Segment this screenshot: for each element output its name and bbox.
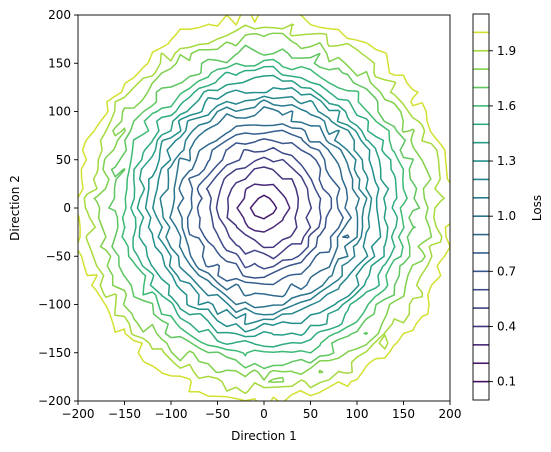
x-tick-label: 200 <box>439 407 462 421</box>
y-tick-label: −200 <box>38 394 71 408</box>
y-tick-label: 150 <box>48 56 71 70</box>
colorbar-tick-label: 1.6 <box>497 99 516 113</box>
contour-line-0.5 <box>215 156 313 260</box>
contour-line-0.6 <box>205 146 322 270</box>
colorbar-frame <box>472 13 490 401</box>
contour-line-1.5 <box>130 65 399 348</box>
contour-line-0.4 <box>226 166 300 249</box>
y-axis: −200 −150 −100 −50 0 50 100 150 200 <box>38 8 78 408</box>
contour-line-1.2 <box>152 95 373 326</box>
colorbar-tick-label: 0.7 <box>497 264 516 278</box>
x-tick-label: 0 <box>260 407 268 421</box>
contour-line-1.0 <box>169 106 360 309</box>
x-tick-label: 150 <box>392 407 415 421</box>
contour-line-1.3 <box>144 86 382 333</box>
y-tick-label: 200 <box>48 8 71 22</box>
colorbar-tick-label: 1.9 <box>497 44 516 58</box>
contour-line-1.7 <box>108 44 421 370</box>
y-tick-label: 50 <box>56 153 71 167</box>
contour-line-0.2 <box>249 194 278 220</box>
plot-frame <box>77 14 451 402</box>
x-axis: −200 −150 −100 −50 0 50 100 150 200 <box>62 401 462 421</box>
x-axis-label: Direction 1 <box>231 429 297 443</box>
y-axis-label: Direction 2 <box>8 175 22 241</box>
contour-line-1.8 <box>93 32 433 383</box>
x-tick-label: −200 <box>62 407 95 421</box>
x-tick-label: 100 <box>346 407 369 421</box>
colorbar: 0.1 0.4 0.7 1.0 1.3 1.6 1.9 <box>472 13 516 401</box>
y-tick-label: 100 <box>48 105 71 119</box>
y-tick-label: −150 <box>38 346 71 360</box>
contour-line-1.9 <box>83 23 445 395</box>
y-tick-label: −50 <box>46 249 71 263</box>
x-tick-label: 50 <box>303 407 318 421</box>
colorbar-tick-label: 1.0 <box>497 209 516 223</box>
x-tick-label: −50 <box>205 407 230 421</box>
x-tick-label: −100 <box>155 407 188 421</box>
colorbar-tick-label: 0.1 <box>497 375 516 389</box>
colorbar-tick-label: 1.3 <box>497 154 516 168</box>
colorbar-tick-label: 0.4 <box>497 319 516 333</box>
y-tick-label: 0 <box>63 201 71 215</box>
contour-lines <box>78 15 450 401</box>
contour-line-1.6 <box>121 58 408 357</box>
contour-line-0.3 <box>236 183 291 233</box>
contour-line-0.9 <box>177 123 352 298</box>
x-tick-label: −150 <box>108 407 141 421</box>
contour-line-1.4 <box>136 74 390 338</box>
contour-line-0.8 <box>186 129 344 286</box>
contour-line-0.7 <box>196 138 333 279</box>
contour-line-1.1 <box>159 99 368 316</box>
contour-line-2.0 <box>78 15 450 401</box>
colorbar-label: Loss <box>530 195 544 221</box>
y-tick-label: −100 <box>38 298 71 312</box>
